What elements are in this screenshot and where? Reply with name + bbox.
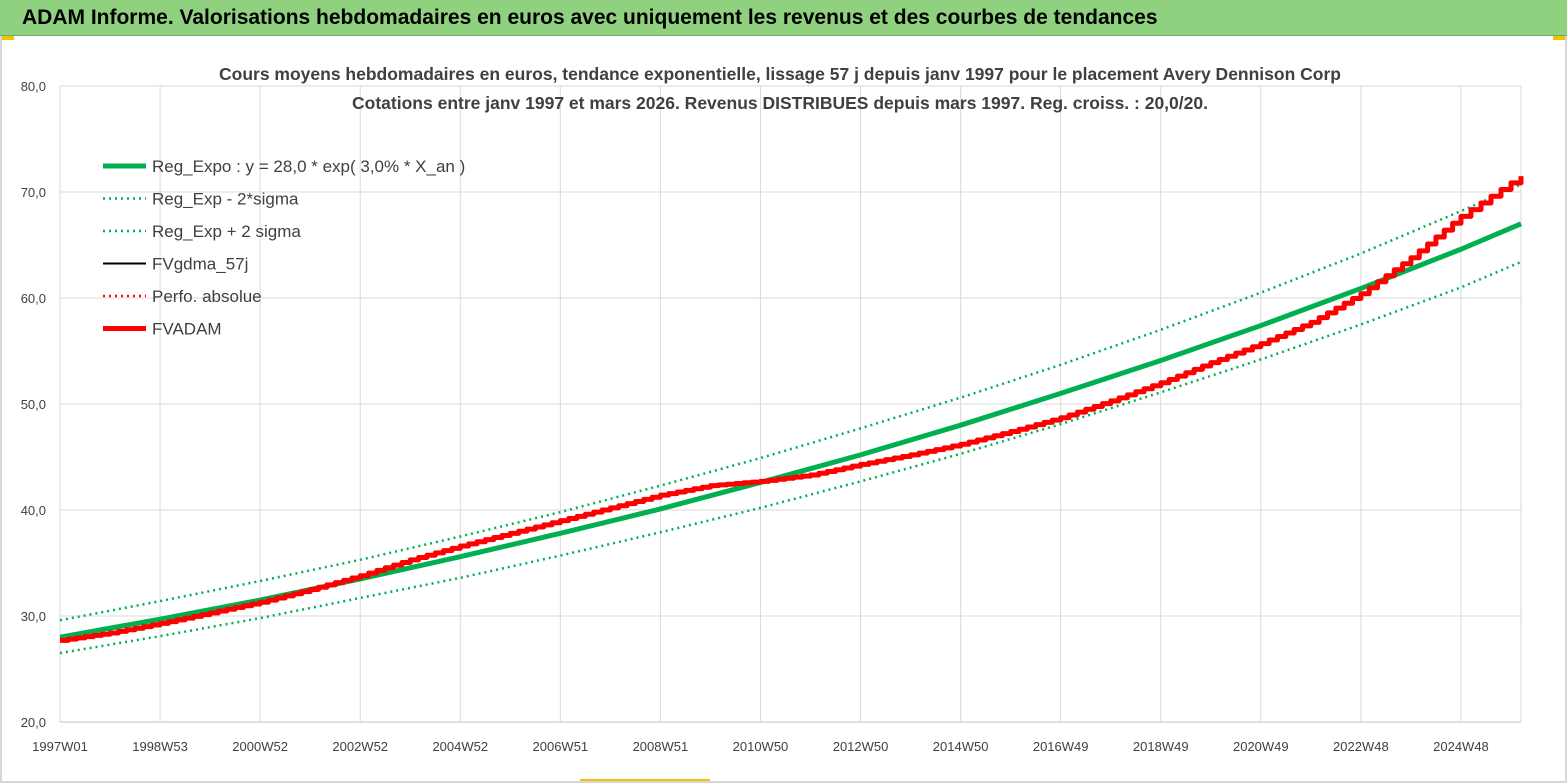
series-line-2 bbox=[59, 183, 1522, 622]
chart-subtitle: Cotations entre janv 1997 et mars 2026. … bbox=[352, 93, 1208, 113]
series-line-1 bbox=[59, 260, 1522, 655]
y-tick-label: 50,0 bbox=[21, 397, 46, 412]
series bbox=[59, 176, 1524, 655]
legend-label: Reg_Exp + 2 sigma bbox=[152, 222, 301, 241]
axes: 20,0 30,0 40,0 50,0 60,0 70,0 80,0 1997W01 1998W… bbox=[21, 79, 1489, 754]
legend-label: Perfo. absolue bbox=[152, 287, 262, 306]
y-tick-label: 70,0 bbox=[21, 185, 46, 200]
gridlines bbox=[59, 85, 1522, 723]
legend-label: FVADAM bbox=[152, 320, 222, 339]
x-tick-label: 2024W48 bbox=[1433, 739, 1489, 754]
series-line-5 bbox=[60, 176, 1524, 643]
legend-label: Reg_Exp - 2*sigma bbox=[152, 190, 299, 209]
legend-label: Reg_Expo : y = 28,0 * exp( 3,0% * X_an ) bbox=[152, 157, 465, 176]
x-tick-label: 2000W52 bbox=[232, 739, 288, 754]
x-tick-label: 2010W50 bbox=[733, 739, 789, 754]
chart-title: Cours moyens hebdomadaires en euros, ten… bbox=[219, 64, 1341, 84]
x-tick-label: 2022W48 bbox=[1333, 739, 1389, 754]
x-tick-label: 2004W52 bbox=[432, 739, 488, 754]
x-tick-label: 2018W49 bbox=[1133, 739, 1189, 754]
report-banner: ADAM Informe. Valorisations hebdomadaire… bbox=[0, 0, 1567, 36]
x-tick-label: 2016W49 bbox=[1033, 739, 1089, 754]
y-tick-label: 40,0 bbox=[21, 503, 46, 518]
x-tick-label: 2006W51 bbox=[533, 739, 589, 754]
y-tick-label: 60,0 bbox=[21, 291, 46, 306]
legend-label: FVgdma_57j bbox=[152, 255, 248, 274]
x-tick-label: 2012W50 bbox=[833, 739, 889, 754]
y-tick-label: 30,0 bbox=[21, 609, 46, 624]
legend: Reg_Expo : y = 28,0 * exp( 3,0% * X_an )… bbox=[103, 157, 465, 339]
report-title: ADAM Informe. Valorisations hebdomadaire… bbox=[22, 6, 1158, 29]
chart-frame bbox=[0, 36, 1567, 783]
accent-mark-top-right bbox=[1553, 36, 1567, 40]
x-tick-label: 1997W01 bbox=[32, 739, 88, 754]
y-tick-label: 20,0 bbox=[21, 715, 46, 730]
series-line-0 bbox=[59, 221, 1522, 640]
y-tick-label: 80,0 bbox=[21, 79, 46, 94]
x-tick-label: 2020W49 bbox=[1233, 739, 1289, 754]
x-tick-label: 2014W50 bbox=[933, 739, 989, 754]
x-tick-label: 2002W52 bbox=[332, 739, 388, 754]
accent-mark-top-left bbox=[0, 36, 14, 40]
x-tick-label: 1998W53 bbox=[132, 739, 188, 754]
x-tick-label: 2008W51 bbox=[633, 739, 689, 754]
